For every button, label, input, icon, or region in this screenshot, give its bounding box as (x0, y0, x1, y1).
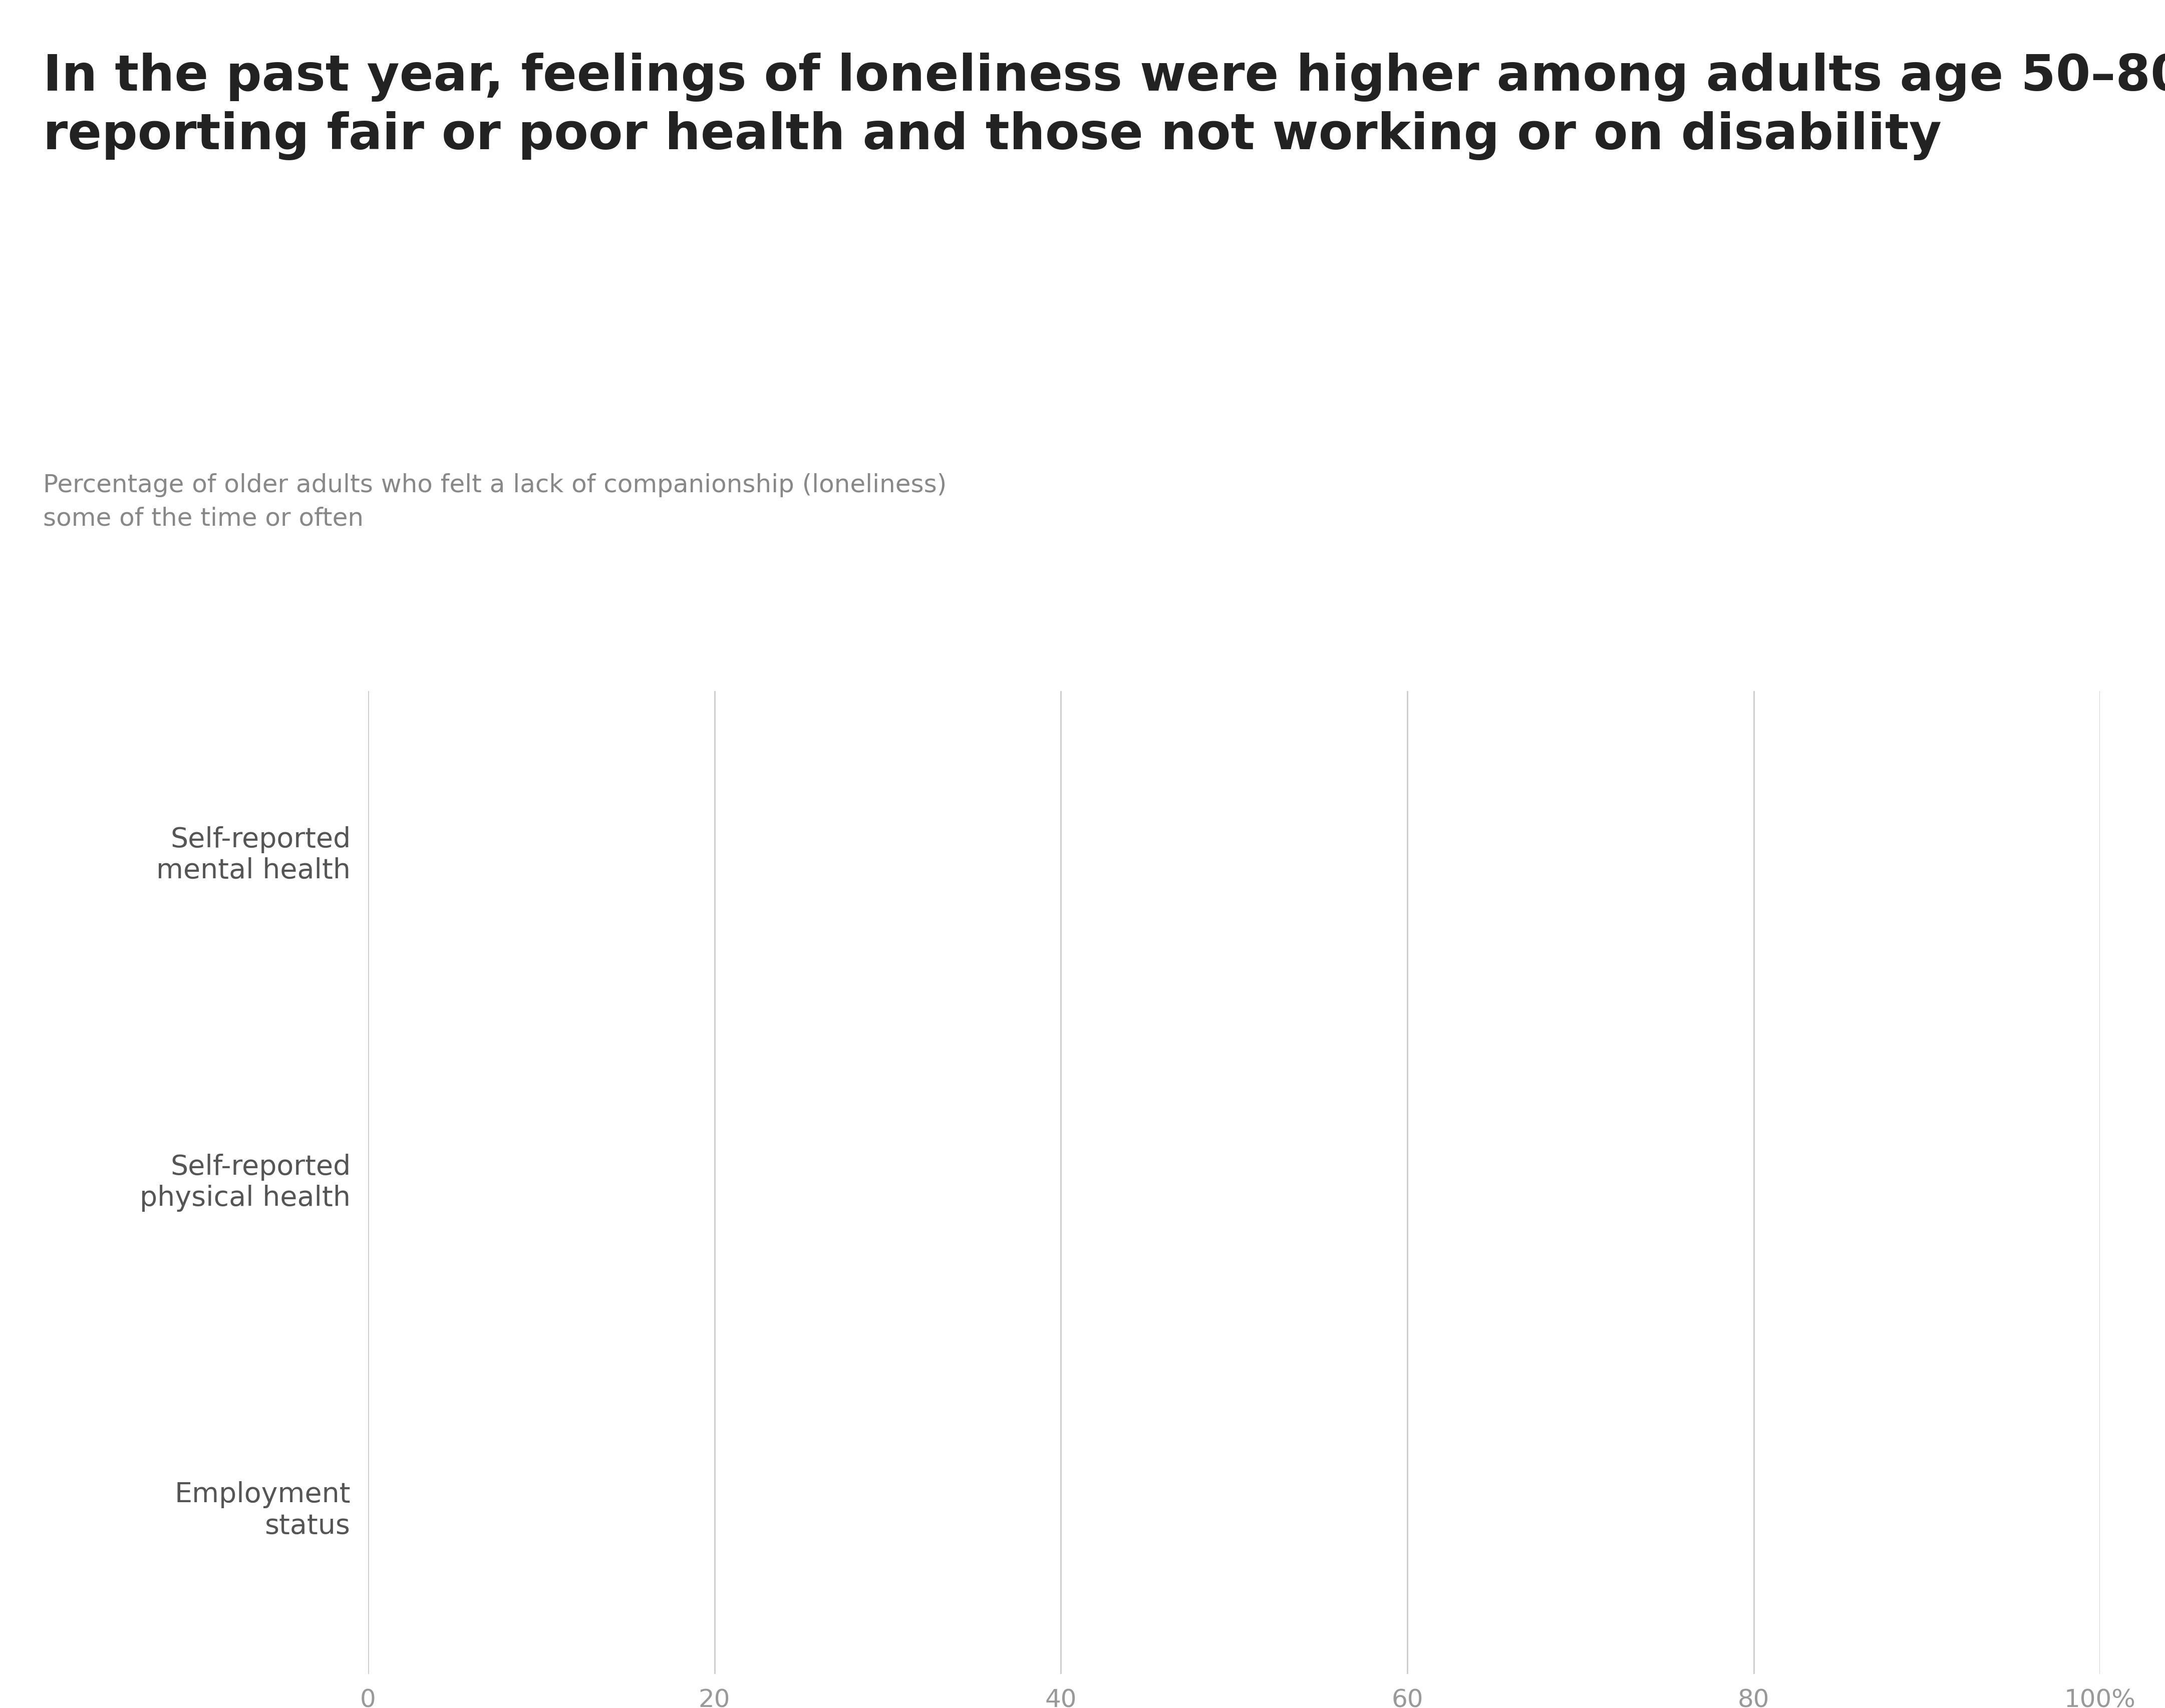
Text: Percentage of older adults who felt a lack of companionship (loneliness)
some of: Percentage of older adults who felt a la… (43, 473, 946, 531)
Text: In the past year, feelings of loneliness were higher among adults age 50–80
repo: In the past year, feelings of loneliness… (43, 53, 2165, 161)
